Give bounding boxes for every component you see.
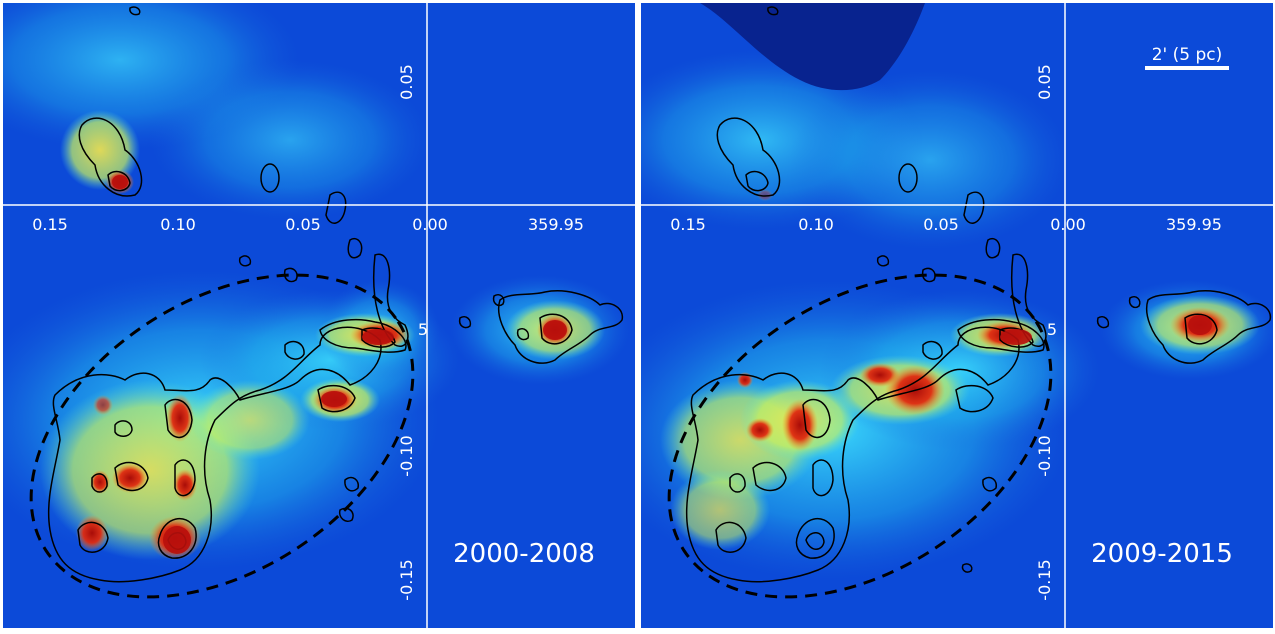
x-tick-label: 0.15 [670,215,706,234]
y-tick-label: 0.05 [397,64,416,100]
peak-fills [1000,315,1212,345]
scale-bar: 2' (5 pc) [1145,45,1229,70]
left-tick-labels: 0.15 0.10 0.05 0.00 359.95 0.05 -0.10 -0… [32,64,584,601]
y-tick-label-partial: 5 [1047,320,1057,339]
x-tick-label: 0.05 [285,215,321,234]
dashed-ellipse [29,273,415,599]
contours [685,6,1272,583]
panel-left [3,3,635,628]
panel-right [641,3,1273,628]
y-tick-label: -0.10 [397,435,416,476]
x-tick-label: 359.95 [1166,215,1222,234]
scale-bar-line [1145,66,1229,70]
right-tick-labels: 0.15 0.10 0.05 0.00 359.95 0.05 -0.10 -0… [670,64,1222,601]
period-label: 2000-2008 [453,539,595,569]
y-tick-label-partial: 5 [418,320,428,339]
scale-bar-label: 2' (5 pc) [1152,45,1223,65]
x-tick-label: 0.00 [412,215,448,234]
y-tick-label: -0.15 [397,559,416,600]
panel-divider [636,0,640,630]
emission-map [3,3,630,570]
x-tick-label: 0.10 [798,215,834,234]
y-tick-label: -0.15 [1035,559,1054,600]
emission-map [641,50,1273,580]
period-label: 2009-2015 [1091,539,1233,569]
peak-fills [112,175,567,554]
y-tick-label: -0.10 [1035,435,1054,476]
masked-region [700,3,925,91]
x-tick-label: 0.15 [32,215,68,234]
x-tick-label: 0.05 [923,215,959,234]
dashed-ellipse [667,273,1053,599]
x-tick-label: 0.10 [160,215,196,234]
x-tick-label: 359.95 [528,215,584,234]
x-tick-label: 0.00 [1050,215,1086,234]
y-tick-label: 0.05 [1035,64,1054,100]
